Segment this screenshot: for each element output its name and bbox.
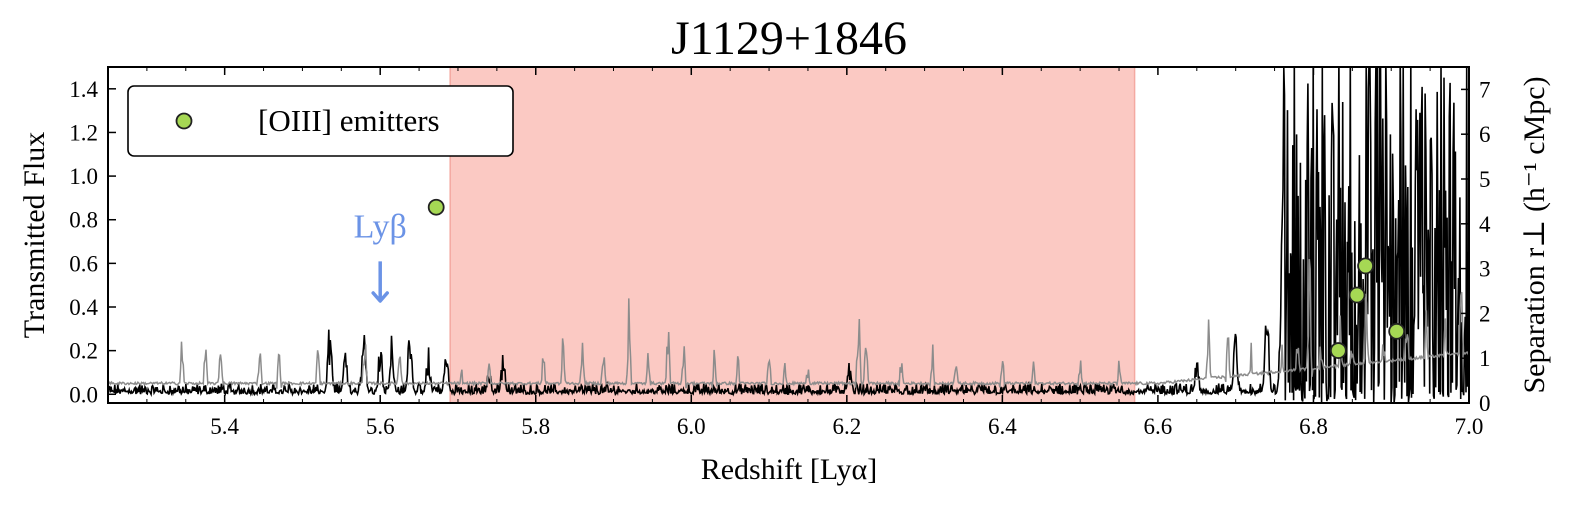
x-tick-label: 5.6 xyxy=(366,414,395,439)
x-axis: 5.4 5.6 5.8 6.0 6.2 6.4 6.6 6.8 7.0 xyxy=(146,67,1484,439)
legend-label: [OIII] emitters xyxy=(258,103,440,138)
oiii-emitter-3 xyxy=(1348,286,1366,304)
y-tick-label: 1.0 xyxy=(69,164,98,189)
y-tick-label: 0.0 xyxy=(69,382,98,407)
y2-tick-label: 2 xyxy=(1479,301,1491,326)
y-tick-label: 0.6 xyxy=(69,251,98,276)
oiii-emitter-points xyxy=(427,198,1406,359)
oiii-emitter-5 xyxy=(1388,322,1406,340)
y-axis-right: 0 1 2 3 4 5 6 7 xyxy=(1461,77,1491,416)
lyb-arrow-head xyxy=(371,291,389,303)
y-axis-left: 0.0 0.2 0.4 0.6 0.8 1.0 1.2 1.4 xyxy=(69,77,116,407)
y-tick-label: 0.4 xyxy=(69,295,98,320)
oiii-emitter-4 xyxy=(1357,257,1374,275)
x-tick-label: 5.8 xyxy=(521,414,550,439)
plot-area xyxy=(107,66,1470,404)
oiii-emitter-1 xyxy=(427,198,445,216)
x-tick-label: 6.2 xyxy=(832,414,861,439)
x-axis-title: Redshift [Lyα] xyxy=(701,453,878,486)
shaded-region xyxy=(449,66,1136,404)
y2-tick-label: 6 xyxy=(1479,122,1491,147)
x-tick-label: 7.0 xyxy=(1455,414,1484,439)
x-tick-label: 5.4 xyxy=(210,414,239,439)
y2-tick-label: 4 xyxy=(1479,212,1491,237)
y2-tick-label: 3 xyxy=(1479,257,1491,282)
y-tick-label: 0.8 xyxy=(69,208,98,233)
y-tick-label: 1.2 xyxy=(69,120,98,145)
spectrum-gray xyxy=(108,259,1469,390)
x-tick-label: 6.4 xyxy=(988,414,1017,439)
y-tick-label: 0.2 xyxy=(69,339,98,364)
lyb-label: Lyβ xyxy=(354,208,407,245)
oiii-emitter-2 xyxy=(1329,342,1347,359)
y2-tick-label: 7 xyxy=(1479,77,1491,102)
y2-tick-label: 5 xyxy=(1479,167,1491,192)
y-tick-label: 1.4 xyxy=(69,77,98,102)
plot-frame xyxy=(107,66,1470,404)
legend: [OIII] emitters xyxy=(127,85,514,157)
x-tick-label: 6.6 xyxy=(1144,414,1173,439)
lyb-annotation: Lyβ xyxy=(354,208,407,303)
y2-tick-label: 0 xyxy=(1479,391,1491,416)
y-axis-title: Transmitted Flux xyxy=(18,132,51,338)
spectrum-black xyxy=(108,67,1469,403)
x-tick-label: 6.0 xyxy=(677,414,706,439)
legend-box xyxy=(127,85,514,157)
chart-title: J1129+1846 xyxy=(671,12,907,65)
x-tick-label: 6.8 xyxy=(1299,414,1328,439)
y2-axis-title: Separation r⊥ (h⁻¹ cMpc) xyxy=(1518,76,1551,393)
y2-tick-label: 1 xyxy=(1479,346,1491,371)
legend-marker xyxy=(175,112,193,130)
